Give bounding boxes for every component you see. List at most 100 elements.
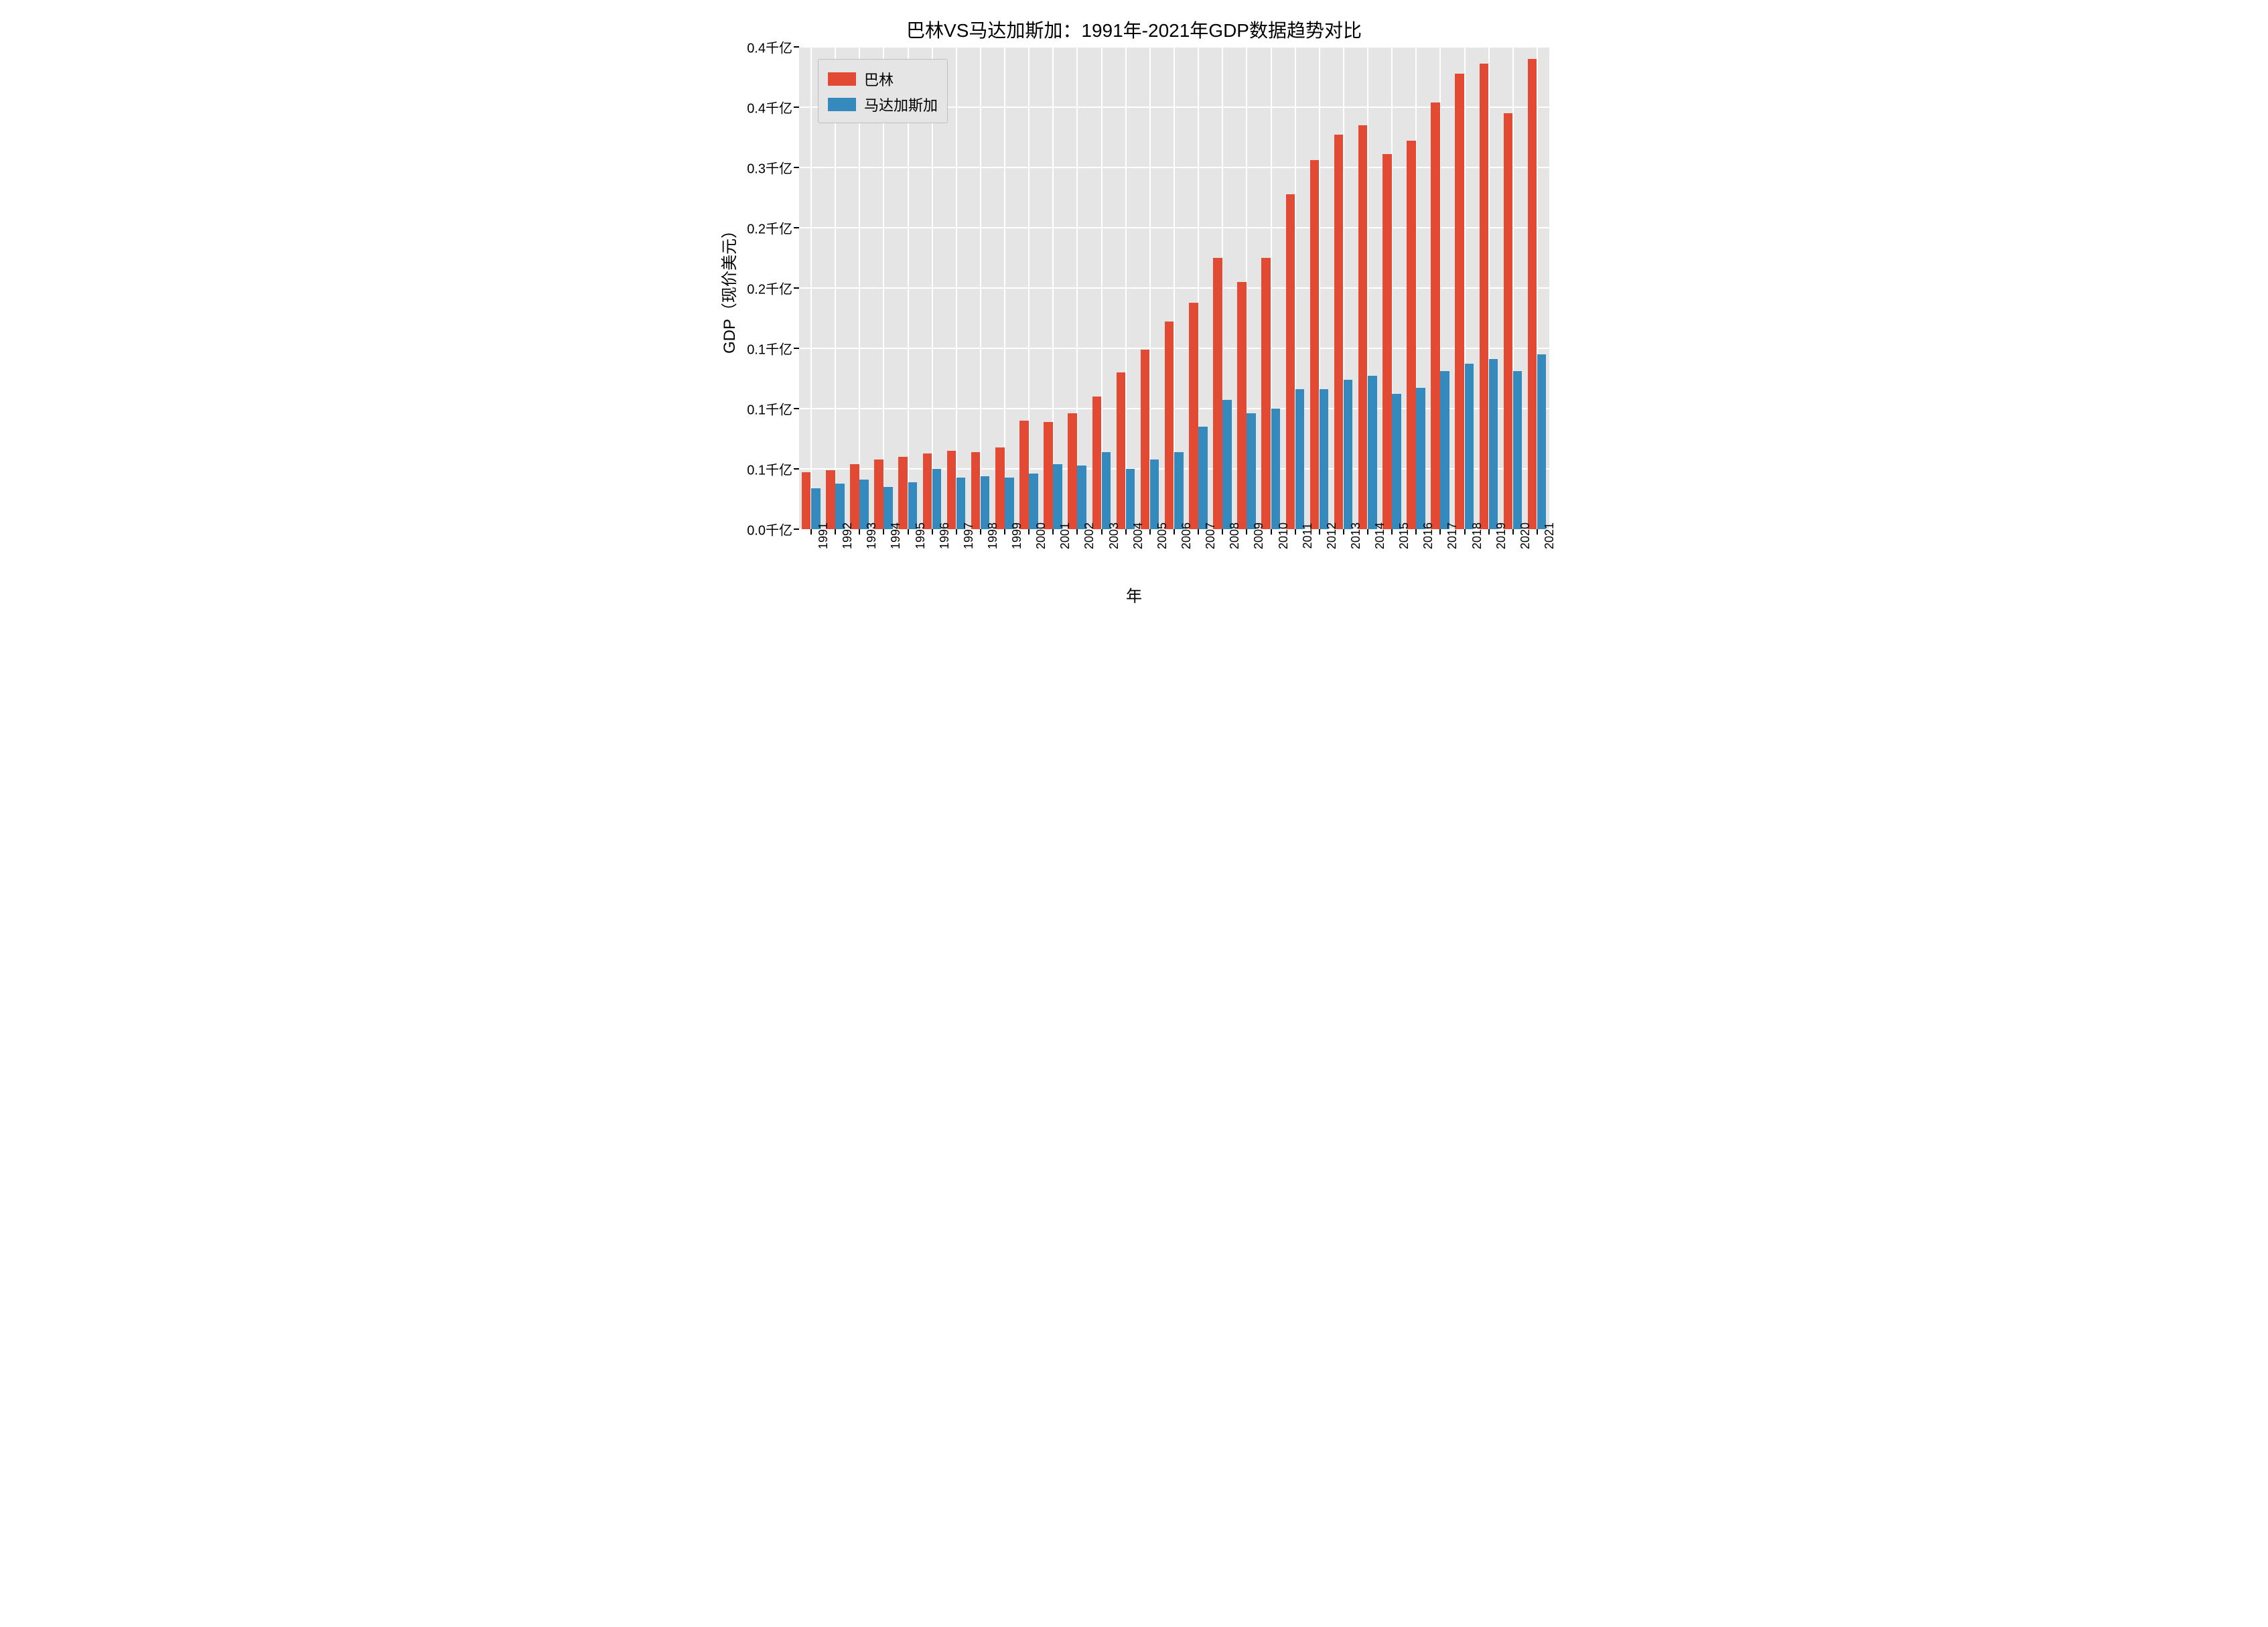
x-tick-label: 2006: [1180, 522, 1194, 549]
bar: [1150, 459, 1159, 529]
x-tick-mark: [1101, 529, 1103, 535]
x-tick-label: 1997: [962, 522, 976, 549]
bar: [1165, 322, 1174, 529]
x-tick-mark: [810, 529, 812, 535]
x-tick-mark: [1052, 529, 1054, 535]
bar: [1189, 303, 1198, 529]
x-tick-label: 2010: [1277, 522, 1291, 549]
y-tick-label: 0.1千亿: [712, 459, 792, 479]
x-tick-mark: [1271, 529, 1272, 535]
legend: 巴林 马达加斯加: [818, 59, 948, 123]
bar: [947, 451, 956, 529]
bar: [1141, 350, 1150, 529]
x-tick-label: 2012: [1325, 522, 1339, 549]
legend-swatch: [828, 72, 856, 86]
bar: [1005, 478, 1014, 529]
bar: [1334, 135, 1344, 529]
x-tick-mark: [1488, 529, 1490, 535]
bar: [1455, 74, 1464, 529]
y-tick-label: 0.2千亿: [712, 218, 792, 238]
x-tick-label: 2009: [1252, 522, 1266, 549]
bar: [1392, 394, 1401, 529]
bar: [1431, 102, 1440, 529]
x-tick-label: 1992: [841, 522, 855, 549]
bar: [1237, 282, 1247, 529]
chart-title: 巴林VS马达加斯加：1991年-2021年GDP数据趋势对比: [705, 16, 1563, 43]
bar: [1407, 141, 1416, 529]
x-tick-label: 1996: [938, 522, 952, 549]
x-tick-label: 2004: [1131, 522, 1145, 549]
x-tick-label: 2000: [1034, 522, 1048, 549]
x-tick-mark: [908, 529, 909, 535]
bar: [1029, 474, 1038, 529]
bar: [1126, 469, 1135, 529]
y-tick-label: 0.1千亿: [712, 339, 792, 358]
bar: [1480, 64, 1489, 529]
x-tick-mark: [1319, 529, 1320, 535]
x-tick-mark: [1246, 529, 1247, 535]
bar: [1068, 413, 1077, 529]
bar: [1247, 413, 1256, 529]
x-tick-label: 1994: [889, 522, 903, 549]
bar: [1310, 160, 1320, 529]
bar: [1320, 389, 1329, 529]
bar: [1044, 422, 1053, 529]
bar: [826, 470, 835, 529]
bar: [1440, 371, 1449, 529]
bar: [1053, 464, 1062, 529]
y-tick-label: 0.4千亿: [712, 98, 792, 117]
bar: [859, 480, 869, 529]
y-tick-mark: [794, 408, 799, 409]
bar: [1489, 359, 1498, 529]
bar: [1383, 154, 1392, 529]
bar: [1528, 59, 1537, 529]
y-tick-mark: [794, 107, 799, 108]
bar: [1019, 421, 1029, 529]
bar: [1222, 400, 1232, 529]
x-tick-label: 2018: [1470, 522, 1484, 549]
x-tick-label: 1995: [914, 522, 928, 549]
x-tick-mark: [1076, 529, 1078, 535]
bar: [1368, 376, 1377, 529]
x-tick-mark: [1512, 529, 1514, 535]
bar: [923, 453, 932, 529]
bar: [932, 469, 942, 529]
x-tick-mark: [1464, 529, 1466, 535]
bar: [1537, 354, 1547, 529]
bar: [1513, 371, 1522, 529]
x-tick-label: 2008: [1228, 522, 1242, 549]
x-tick-mark: [1174, 529, 1175, 535]
bar: [1092, 397, 1102, 529]
legend-item: 马达加斯加: [828, 92, 938, 117]
x-tick-label: 2003: [1107, 522, 1121, 549]
y-tick-mark: [794, 528, 799, 530]
x-tick-label: 2014: [1373, 522, 1387, 549]
bar: [1416, 388, 1425, 529]
bar: [1077, 466, 1086, 529]
x-tick-label: 1993: [865, 522, 879, 549]
y-tick-label: 0.0千亿: [712, 520, 792, 539]
y-tick-mark: [794, 167, 799, 168]
bar: [898, 457, 908, 529]
bar: [850, 464, 859, 529]
x-tick-mark: [1367, 529, 1368, 535]
x-tick-label: 1998: [986, 522, 1000, 549]
x-tick-label: 2021: [1543, 522, 1557, 549]
y-tick-label: 0.3千亿: [712, 158, 792, 178]
x-axis-label: 年: [705, 583, 1563, 606]
x-tick-mark: [956, 529, 957, 535]
bar: [1344, 380, 1353, 529]
bar: [1271, 409, 1281, 529]
x-tick-mark: [980, 529, 981, 535]
x-tick-label: 2011: [1301, 523, 1315, 549]
bar: [956, 478, 966, 529]
x-tick-mark: [859, 529, 860, 535]
x-tick-mark: [1537, 529, 1538, 535]
x-tick-mark: [932, 529, 933, 535]
x-tick-label: 2005: [1155, 522, 1170, 549]
x-tick-mark: [835, 529, 836, 535]
y-tick-mark: [794, 287, 799, 289]
x-tick-label: 1999: [1010, 522, 1024, 549]
legend-item: 巴林: [828, 66, 938, 92]
x-tick-label: 2019: [1494, 522, 1508, 549]
